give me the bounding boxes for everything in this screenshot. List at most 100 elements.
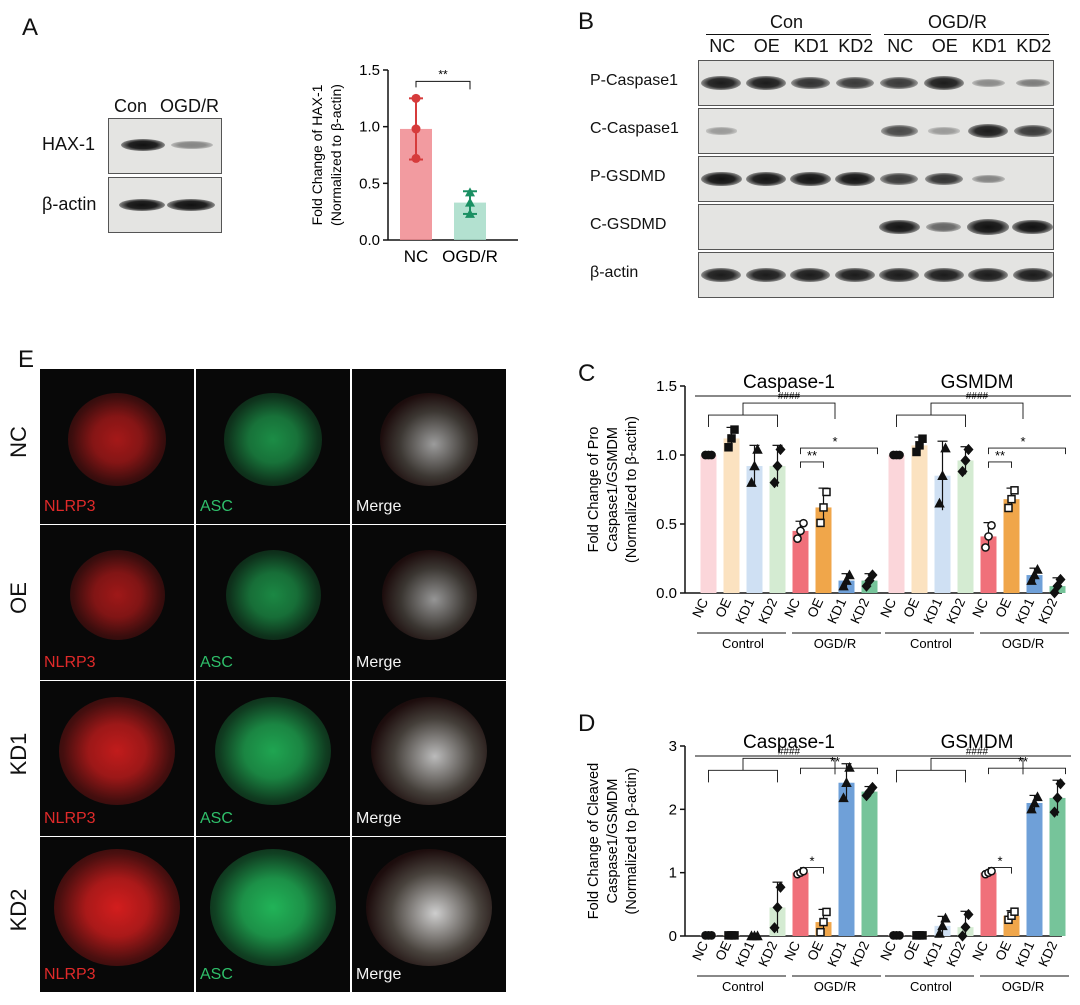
bar — [792, 872, 809, 936]
channel-label: ASC — [200, 654, 233, 671]
x-tick-label: KD2 — [944, 596, 969, 626]
blot-strip — [698, 204, 1054, 250]
data-point — [752, 930, 763, 941]
data-point — [465, 208, 475, 218]
x-tick-label: OE — [804, 596, 826, 620]
y-axis-label: (Normalized to β-actin) — [624, 416, 640, 563]
group-label: Control — [722, 636, 764, 651]
group-label: OGD/R — [1002, 636, 1045, 651]
x-tick-label: OE — [712, 596, 734, 620]
data-point — [707, 450, 716, 460]
data-point — [867, 569, 878, 581]
y-tick-label: 3 — [669, 738, 677, 755]
data-point — [1055, 573, 1066, 586]
lane-label: OE — [753, 36, 780, 56]
panel-b-letter: B — [578, 8, 595, 35]
bar — [1026, 803, 1043, 936]
blot-a-row-actin: β-actin — [42, 194, 97, 214]
blot-b-group-ogdr: OGD/R — [928, 12, 988, 32]
panel-d-letter: D — [578, 710, 596, 737]
band — [834, 268, 875, 282]
data-point — [963, 908, 974, 921]
blot-b-row-label: P-Caspase1 — [590, 72, 679, 89]
bracket — [930, 402, 1024, 420]
row-label: KD1 — [6, 732, 31, 776]
microscopy-tile: Merge — [352, 369, 506, 524]
band — [701, 268, 742, 282]
x-tick-label: NC — [877, 939, 899, 963]
data-point — [1029, 797, 1040, 808]
data-point — [746, 477, 757, 487]
x-tick-label: NC — [689, 596, 711, 620]
data-point — [752, 443, 763, 454]
cell — [379, 392, 479, 486]
bracket — [988, 867, 1012, 874]
y-axis-label: Caspase1/GSMDM — [605, 427, 621, 552]
data-point — [987, 521, 996, 530]
subpanel-title: GSMDM — [941, 732, 1014, 753]
y-axis-label: Fold Change of Pro — [586, 427, 602, 553]
x-tick-label: KD1 — [921, 596, 946, 626]
x-tick-label: OE — [900, 596, 922, 620]
bracket — [988, 461, 1012, 468]
group-label: Control — [910, 979, 952, 994]
y-axis-label: Fold Change of Cleaved — [586, 763, 602, 919]
x-tick-label: OE — [804, 939, 826, 963]
bracket — [896, 769, 966, 783]
group-label: Control — [910, 636, 952, 651]
data-point — [1032, 563, 1043, 574]
band — [790, 268, 831, 282]
subpanel-title: GSMDM — [941, 372, 1014, 393]
data-point — [796, 526, 805, 536]
channel-label: ASC — [200, 498, 233, 515]
data-point — [987, 866, 996, 876]
bracket — [800, 767, 878, 775]
cell — [59, 697, 175, 805]
band — [968, 268, 1009, 282]
x-tick-label: KD1 — [1013, 596, 1038, 626]
data-point — [918, 931, 927, 940]
bar — [838, 782, 855, 936]
y-tick-label: 1.0 — [656, 447, 677, 464]
band — [745, 171, 786, 187]
channel-label: Merge — [356, 498, 402, 515]
group-label: OGD/R — [1002, 979, 1045, 994]
x-tick-label: KD2 — [1036, 939, 1061, 969]
band — [701, 76, 742, 90]
bar — [861, 791, 878, 936]
cell — [365, 848, 493, 966]
band — [745, 268, 786, 282]
blot-a-strip-actin — [108, 177, 222, 233]
x-tick-label: KD1 — [921, 939, 946, 969]
data-point — [411, 153, 421, 163]
bar — [1003, 499, 1020, 593]
x-tick-label: KD1 — [825, 939, 850, 969]
chart-d-cleaved: 0 1 2 3 Fold Change of Cleaved Caspase1/GSMDM… — [586, 732, 1071, 994]
x-tick-label: OE — [992, 939, 1014, 963]
cell — [381, 550, 477, 640]
panel-c-letter: C — [578, 360, 596, 387]
significance-label: * — [997, 854, 1002, 869]
cell — [67, 392, 167, 486]
data-point — [724, 443, 733, 452]
channel-label: Merge — [356, 966, 402, 983]
bar — [888, 455, 905, 593]
significance-label: ** — [438, 67, 448, 81]
y-tick-label: 1.5 — [359, 62, 380, 79]
y-tick-label: 1.5 — [656, 378, 677, 395]
blot-b-group-line — [884, 34, 1049, 35]
significance-label: ** — [830, 754, 840, 769]
bar — [792, 530, 809, 593]
significance-label: ** — [995, 448, 1005, 463]
bar — [700, 455, 717, 593]
cell — [69, 550, 165, 640]
data-point — [918, 434, 927, 443]
lane-label: KD1 — [793, 36, 829, 56]
x-tick-label: KD2 — [756, 939, 781, 969]
microscopy-tile: ASC — [196, 681, 350, 836]
band — [880, 125, 918, 137]
data-point — [775, 443, 786, 456]
cell — [209, 848, 337, 966]
y-tick-label: 0.0 — [359, 232, 380, 249]
y-axis-label: (Normalized to β-actin) — [624, 768, 640, 915]
